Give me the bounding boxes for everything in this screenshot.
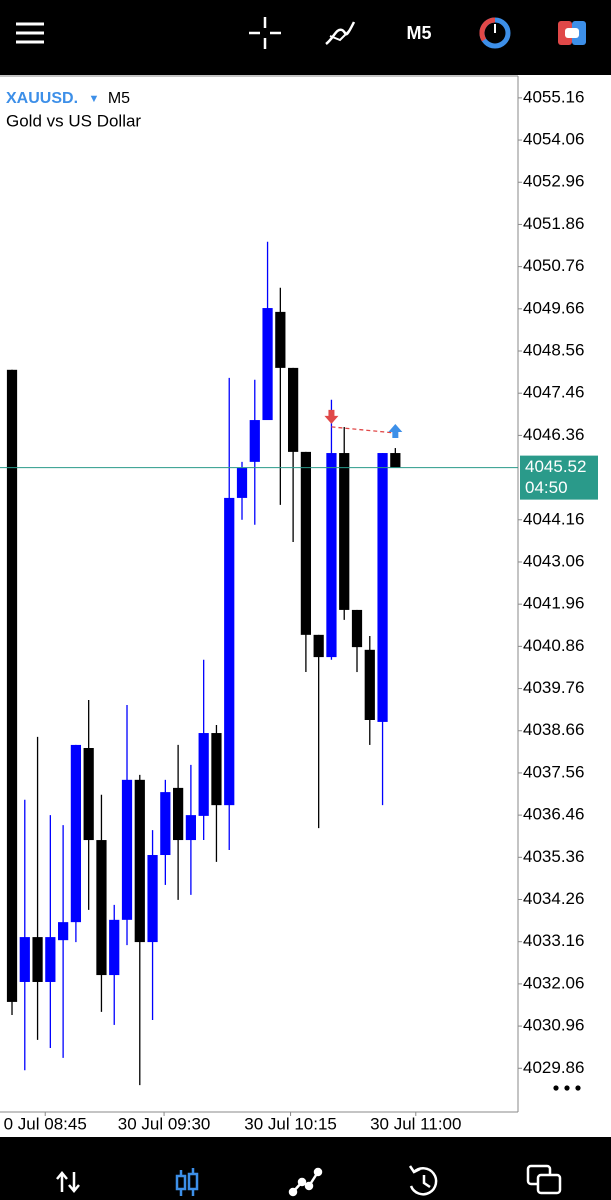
nav-chart[interactable] <box>175 1168 199 1196</box>
y-tick-label: 4040.86 <box>523 636 584 655</box>
candle-body <box>288 367 299 452</box>
x-tick-label: 30 Jul 09:30 <box>118 1114 211 1133</box>
nav-trade[interactable] <box>288 1167 323 1197</box>
top-toolbar <box>0 0 611 75</box>
chart-header: XAUUSD. ▼ M5 <box>6 90 130 107</box>
candle-body <box>236 467 248 498</box>
candle-body <box>313 634 324 658</box>
bar-countdown: 04:50 <box>525 478 568 497</box>
y-tick-label: 4041.96 <box>523 594 584 613</box>
y-tick-label: 4029.86 <box>523 1058 584 1077</box>
candle-body <box>96 840 107 976</box>
candle-body <box>6 369 18 1002</box>
indicators-button[interactable] <box>325 21 356 45</box>
y-tick-label: 4036.46 <box>523 805 584 824</box>
y-tick-label: 4051.86 <box>523 214 584 233</box>
candle-body <box>32 937 43 982</box>
y-tick-label: 4030.96 <box>523 1016 584 1035</box>
y-tick-label: 4037.56 <box>523 762 584 781</box>
candle-body <box>224 497 235 806</box>
candle-body <box>160 792 171 856</box>
nav-history[interactable] <box>408 1165 438 1196</box>
candle-body <box>275 311 286 368</box>
chart-timeframe: M5 <box>108 90 130 107</box>
timeframe-button[interactable]: M5 <box>406 23 431 43</box>
y-tick-label: 4034.26 <box>523 889 584 908</box>
candle-body <box>173 787 184 841</box>
candle-body <box>83 748 94 841</box>
nav-quotes[interactable] <box>56 1171 80 1193</box>
menu-button[interactable] <box>16 22 44 44</box>
candle-body <box>134 779 145 943</box>
candle-body <box>300 451 312 635</box>
candle-body <box>121 779 133 920</box>
candle-body <box>249 420 260 462</box>
y-tick-label: 4043.06 <box>523 551 584 570</box>
y-tick-label: 4052.96 <box>523 172 584 191</box>
x-tick-label: 30 Jul 11:00 <box>370 1114 461 1133</box>
one-click-button[interactable] <box>558 21 586 45</box>
candle-body <box>364 649 375 720</box>
candle-body <box>211 733 222 806</box>
y-tick-label: 4033.16 <box>523 931 584 950</box>
sell-arrow <box>324 409 339 424</box>
candle-body <box>262 308 273 421</box>
candle-body <box>185 815 197 841</box>
current-price-box <box>520 455 598 500</box>
nav-messages[interactable] <box>526 1164 562 1195</box>
candle-body <box>339 453 350 610</box>
candle-body <box>377 453 388 722</box>
y-tick-label: 4048.56 <box>523 340 584 359</box>
y-tick-label: 4046.36 <box>523 425 584 444</box>
y-tick-label: 4055.16 <box>523 87 584 106</box>
symbol-description: Gold vs US Dollar <box>6 111 141 130</box>
buy-arrow <box>388 424 403 439</box>
y-tick-label: 4038.66 <box>523 720 584 739</box>
y-tick-label: 4054.06 <box>523 130 584 149</box>
candle-body <box>58 922 69 941</box>
candle-body <box>351 609 363 648</box>
candle-body <box>70 744 82 923</box>
trade-link <box>331 426 396 434</box>
x-tick-label: 0 Jul 08:45 <box>4 1114 87 1133</box>
candle-body <box>390 453 401 468</box>
y-tick-label: 4049.66 <box>523 298 584 317</box>
bottom-nav <box>0 1137 611 1200</box>
crosshair-button[interactable] <box>249 17 281 49</box>
y-tick-label: 4032.06 <box>523 973 584 992</box>
candle-body <box>19 937 30 982</box>
current-price-label: 4045.52 <box>525 457 586 476</box>
plot-area <box>0 241 518 1086</box>
y-tick-label: 4050.76 <box>523 256 584 275</box>
y-tick-label: 4035.36 <box>523 847 584 866</box>
candle-body <box>326 453 337 658</box>
symbol[interactable]: XAUUSD. <box>6 90 78 107</box>
more-button[interactable] <box>553 1085 581 1091</box>
candle-body <box>198 733 209 816</box>
y-tick-label: 4039.76 <box>523 678 584 697</box>
x-tick-label: 30 Jul 10:15 <box>244 1114 337 1133</box>
y-tick-label: 4044.16 <box>523 509 584 528</box>
y-tick-label: 4047.46 <box>523 383 584 402</box>
candle-body <box>147 855 158 943</box>
candle-body <box>109 919 120 976</box>
candle-body <box>45 937 56 982</box>
trade-button[interactable] <box>479 17 511 49</box>
